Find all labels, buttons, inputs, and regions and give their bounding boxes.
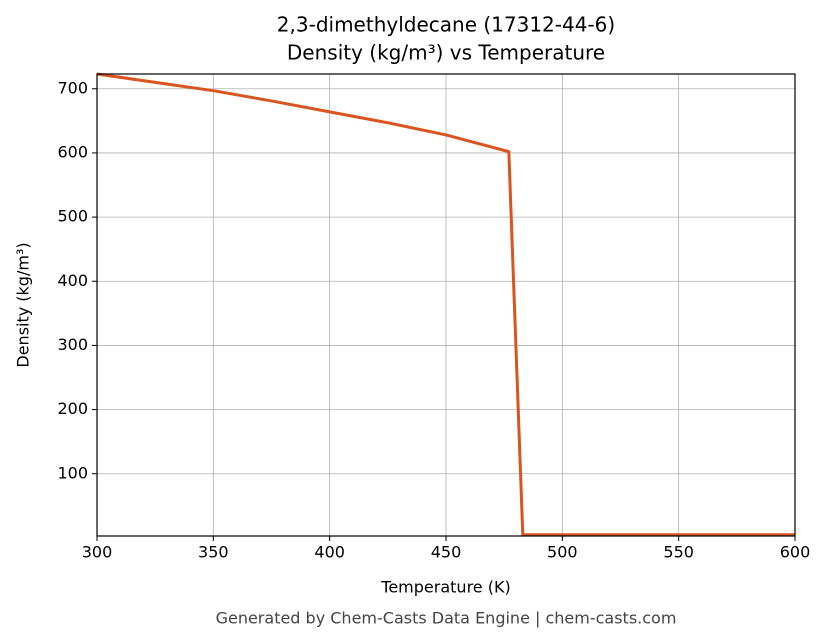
x-tick-label: 350	[198, 543, 229, 562]
footer: Generated by Chem-Casts Data Engine | ch…	[216, 609, 677, 628]
x-axis-label: Temperature (K)	[380, 578, 510, 597]
y-tick-label: 500	[57, 207, 88, 226]
x-tick-label: 600	[780, 543, 811, 562]
chart-title: 2,3-dimethyldecane (17312-44-6)	[277, 13, 615, 37]
y-tick-label: 700	[57, 78, 88, 97]
x-tick-label: 500	[547, 543, 578, 562]
y-axis-label: Density (kg/m³)	[14, 242, 33, 367]
y-tick-label: 400	[57, 271, 88, 290]
x-tick-label: 550	[663, 543, 694, 562]
y-tick-label: 300	[57, 335, 88, 354]
y-tick-label: 100	[57, 463, 88, 482]
x-tick-label: 450	[431, 543, 462, 562]
y-tick-label: 600	[57, 142, 88, 161]
x-tick-label: 300	[82, 543, 113, 562]
x-tick-label: 400	[314, 543, 345, 562]
y-tick-label: 200	[57, 399, 88, 418]
data-line	[96, 72, 795, 537]
plot-frame	[96, 73, 796, 537]
chart-subtitle: Density (kg/m³) vs Temperature	[287, 41, 605, 65]
